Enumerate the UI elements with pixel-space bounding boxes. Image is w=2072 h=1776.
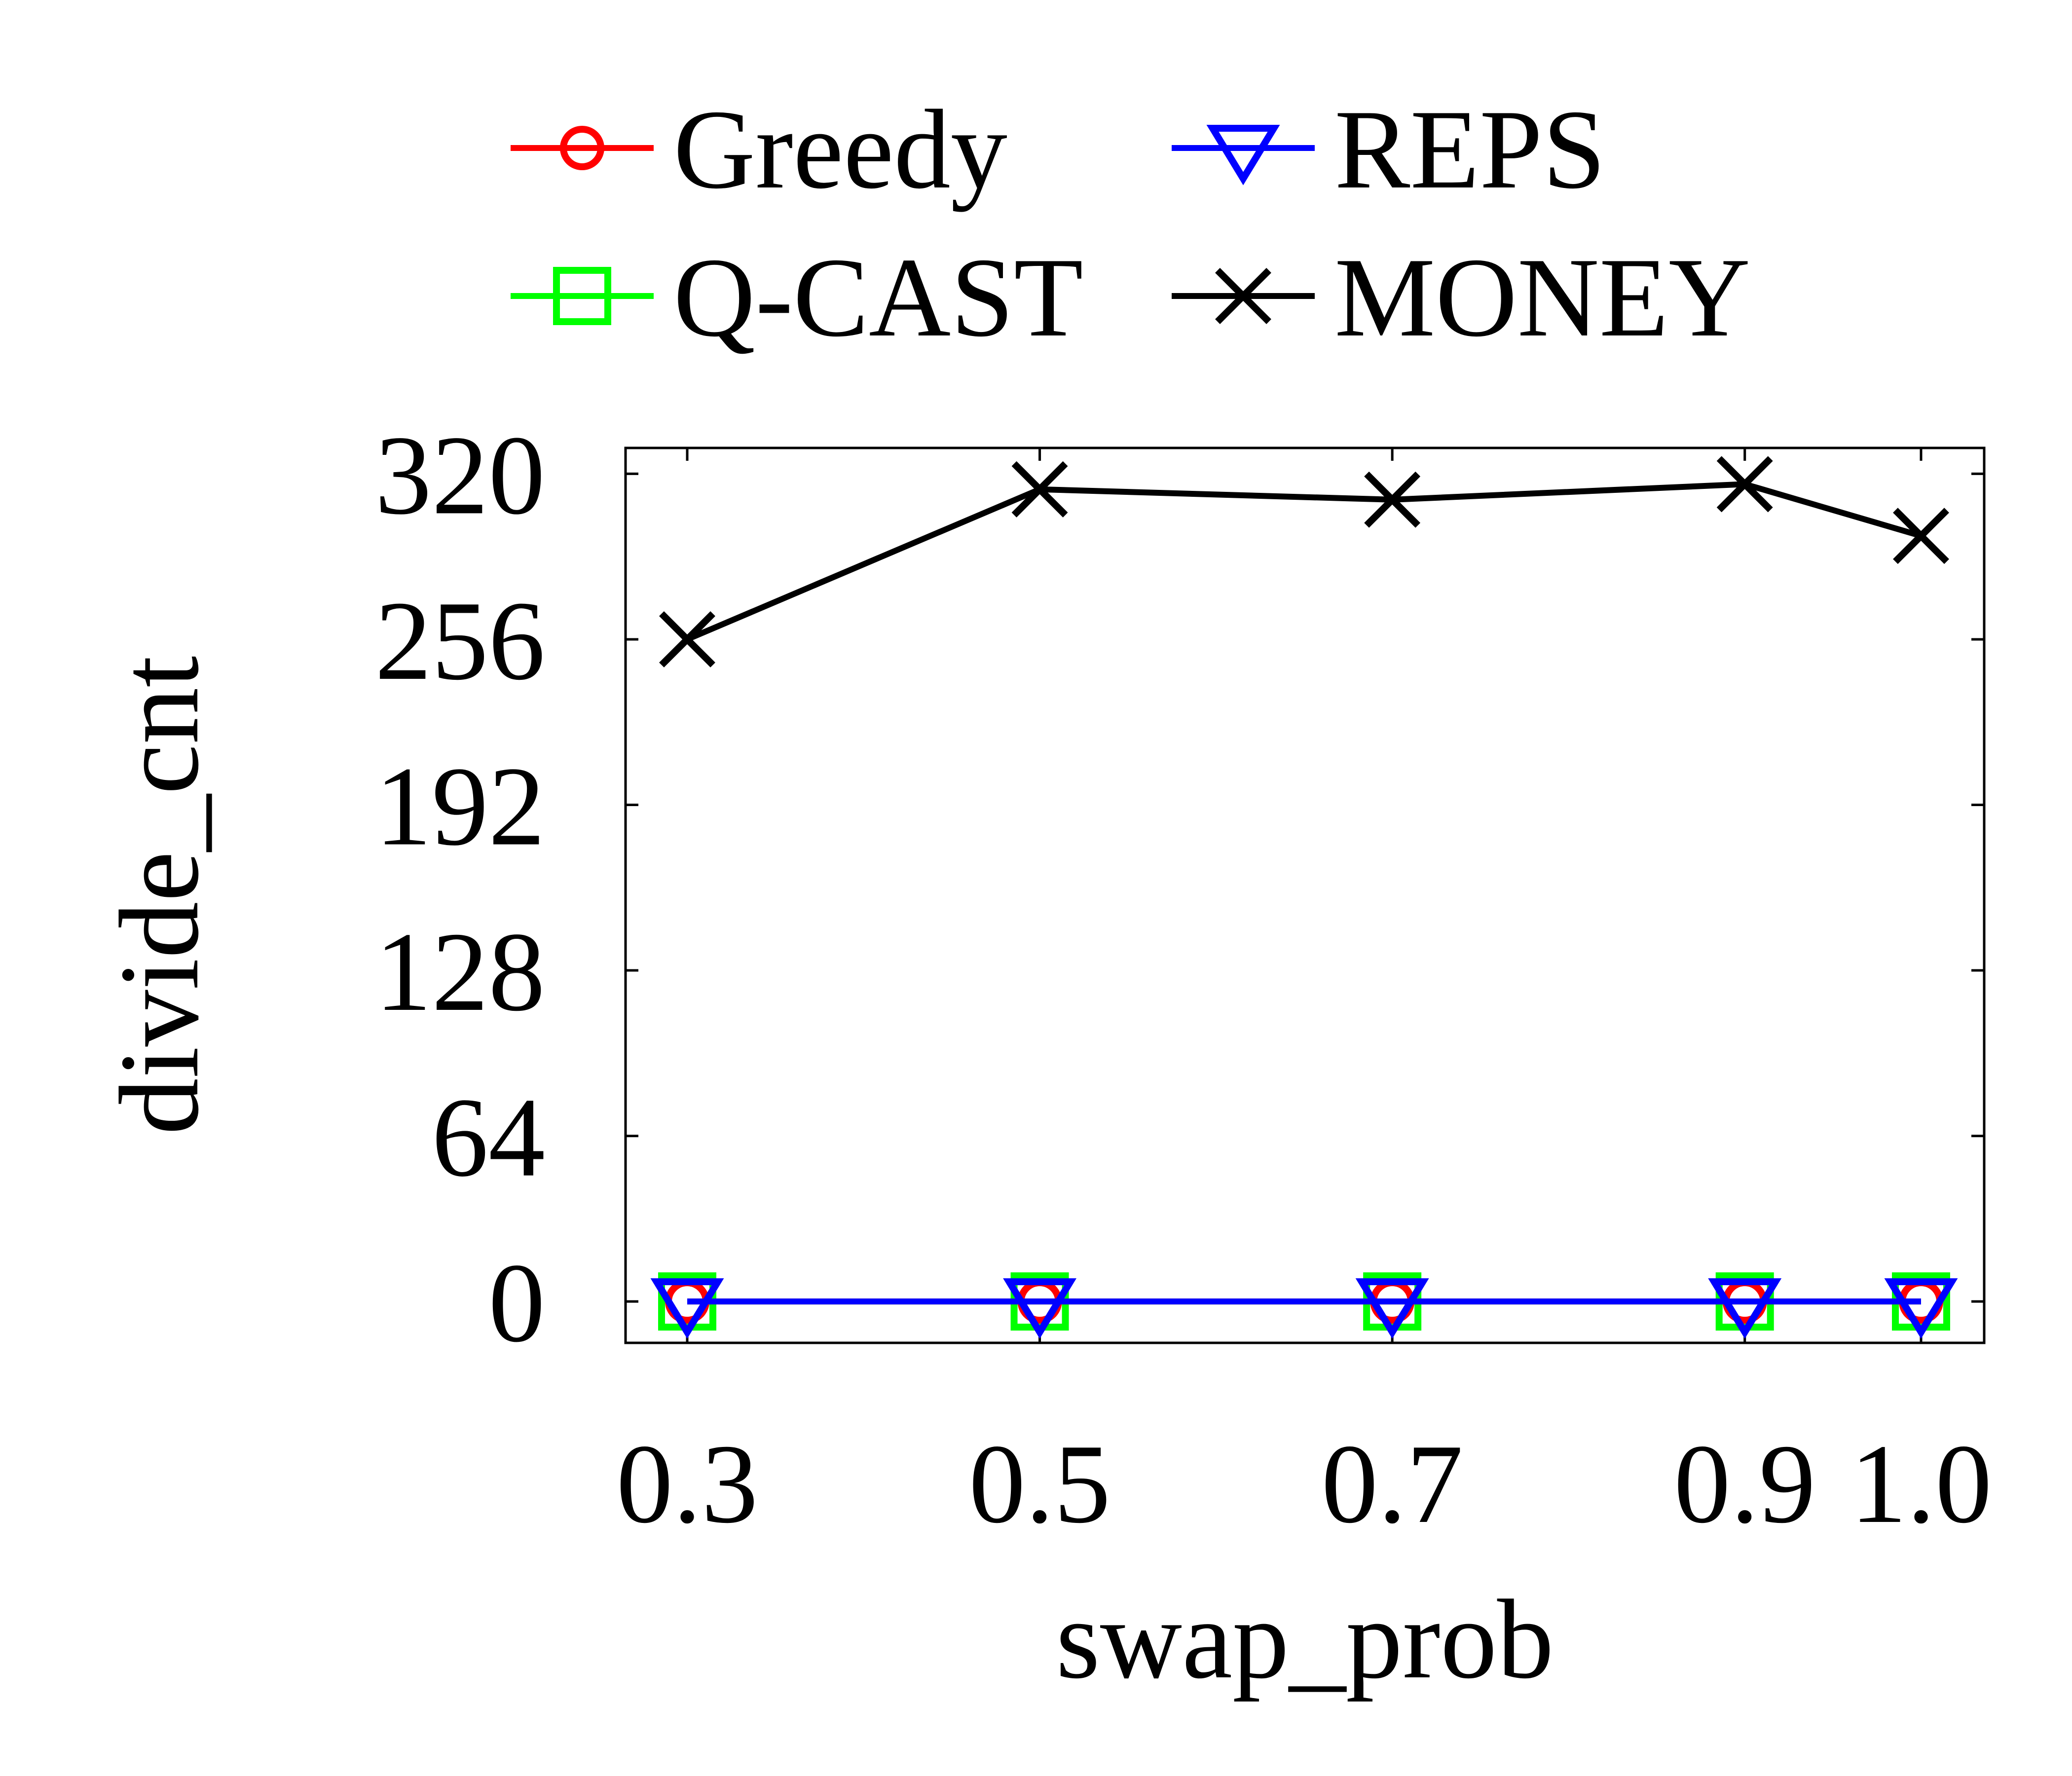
data-point-reps	[1355, 1278, 1429, 1339]
data-point-money	[659, 611, 715, 667]
series-line-money	[686, 481, 1922, 642]
data-point-money	[1364, 471, 1421, 528]
data-point-reps	[650, 1278, 724, 1339]
y-tick-label: 128	[375, 909, 545, 1035]
data-point-reps	[1003, 1278, 1077, 1339]
legend-label: MONEY	[1334, 234, 1750, 360]
x-tick-label: 0.9	[1674, 1421, 1816, 1547]
legend-marker-q-cast	[553, 267, 611, 325]
legend-item-money: MONEY	[1172, 234, 1750, 360]
y-axis-title: divide_cnt	[96, 656, 222, 1135]
data-point-money	[1011, 461, 1068, 518]
series-layer	[650, 456, 1958, 1339]
data-point-reps	[1884, 1278, 1958, 1339]
x-tick-label: 0.7	[1321, 1421, 1463, 1547]
legend-item-q-cast: Q-CAST	[511, 234, 1083, 360]
y-axis: 0 64 128 192 256 320	[375, 412, 1984, 1366]
legend: Greedy REPS Q-CAST MONEY	[511, 86, 1750, 360]
series-money	[659, 456, 1949, 667]
legend-label: REPS	[1334, 86, 1606, 212]
legend-marker-greedy	[560, 126, 604, 170]
y-tick-label: 192	[375, 743, 545, 869]
legend-label: Q-CAST	[673, 234, 1083, 360]
data-point-reps	[1708, 1278, 1782, 1339]
y-tick-label: 256	[375, 578, 545, 703]
x-tick-label: 0.3	[616, 1421, 758, 1547]
x-axis-title: swap_prob	[1056, 1576, 1554, 1702]
legend-item-greedy: Greedy	[511, 86, 1007, 212]
legend-marker-reps	[1206, 125, 1280, 185]
legend-item-reps: REPS	[1172, 86, 1606, 212]
y-tick-label: 0	[488, 1240, 545, 1366]
x-axis: 0.3 0.5 0.7 0.9 1.0	[616, 448, 1992, 1547]
x-tick-label: 0.5	[969, 1421, 1111, 1547]
data-point-money	[1716, 456, 1773, 513]
y-tick-label: 64	[432, 1074, 545, 1200]
legend-label: Greedy	[673, 86, 1007, 212]
data-point-money	[1893, 508, 1949, 564]
x-tick-label: 1.0	[1850, 1421, 1992, 1547]
y-tick-label: 320	[375, 412, 545, 538]
legend-marker-money	[1215, 268, 1271, 324]
series-reps	[650, 1278, 1958, 1339]
plot-frame	[624, 446, 1986, 1344]
